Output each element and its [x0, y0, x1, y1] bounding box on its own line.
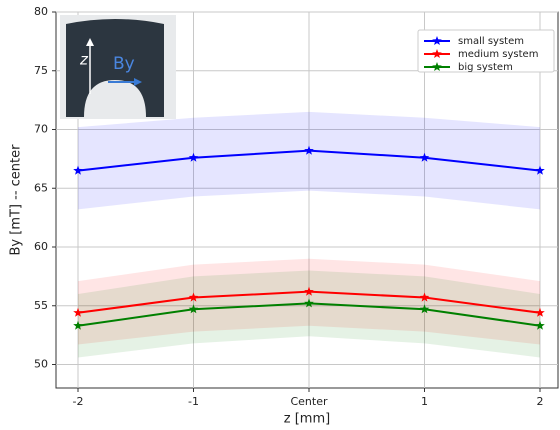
y-tick-label: 80 [34, 5, 48, 18]
grid [52, 11, 558, 392]
x-tick-label: 1 [421, 395, 428, 408]
x-tick-label: -2 [73, 395, 84, 408]
y-tick-label: 70 [34, 123, 48, 136]
legend-label: medium system [458, 49, 538, 60]
inset-arrow-head [134, 78, 142, 86]
legend-marker [432, 36, 442, 45]
legend-marker [432, 49, 442, 58]
point [419, 304, 430, 314]
point [419, 152, 430, 162]
point [535, 165, 545, 175]
point [188, 304, 199, 314]
point [304, 298, 314, 308]
x-tick-label: -1 [188, 395, 199, 408]
point [73, 320, 83, 330]
inset-label: z [79, 51, 89, 69]
legend-marker [432, 62, 442, 71]
point [188, 152, 199, 162]
lines [73, 145, 545, 330]
y-tick-label: 60 [34, 240, 48, 253]
point [73, 307, 83, 317]
y-axis-label: By [mT] -- center [9, 144, 24, 256]
point [188, 292, 199, 302]
point [73, 165, 83, 175]
inset-label: By [113, 54, 135, 74]
x-tick-label: Center [290, 395, 328, 408]
legend-label: small system [458, 36, 524, 47]
y-tick-label: 50 [34, 358, 48, 371]
point [535, 307, 545, 317]
point [535, 320, 545, 330]
inset-arrow-head [86, 38, 94, 46]
point [304, 286, 314, 296]
point [419, 292, 430, 302]
point [304, 145, 314, 155]
legend: small system medium system big system [417, 29, 555, 73]
y-tick-label: 55 [34, 299, 48, 312]
legend-box [417, 29, 555, 73]
x-axis-label: z [mm] [284, 412, 330, 427]
y-tick-label: 75 [34, 64, 48, 77]
y-tick-label: 65 [34, 181, 48, 194]
x-tick-label: 2 [537, 395, 544, 408]
legend-label: big system [458, 62, 513, 73]
inset: z By [60, 15, 176, 119]
